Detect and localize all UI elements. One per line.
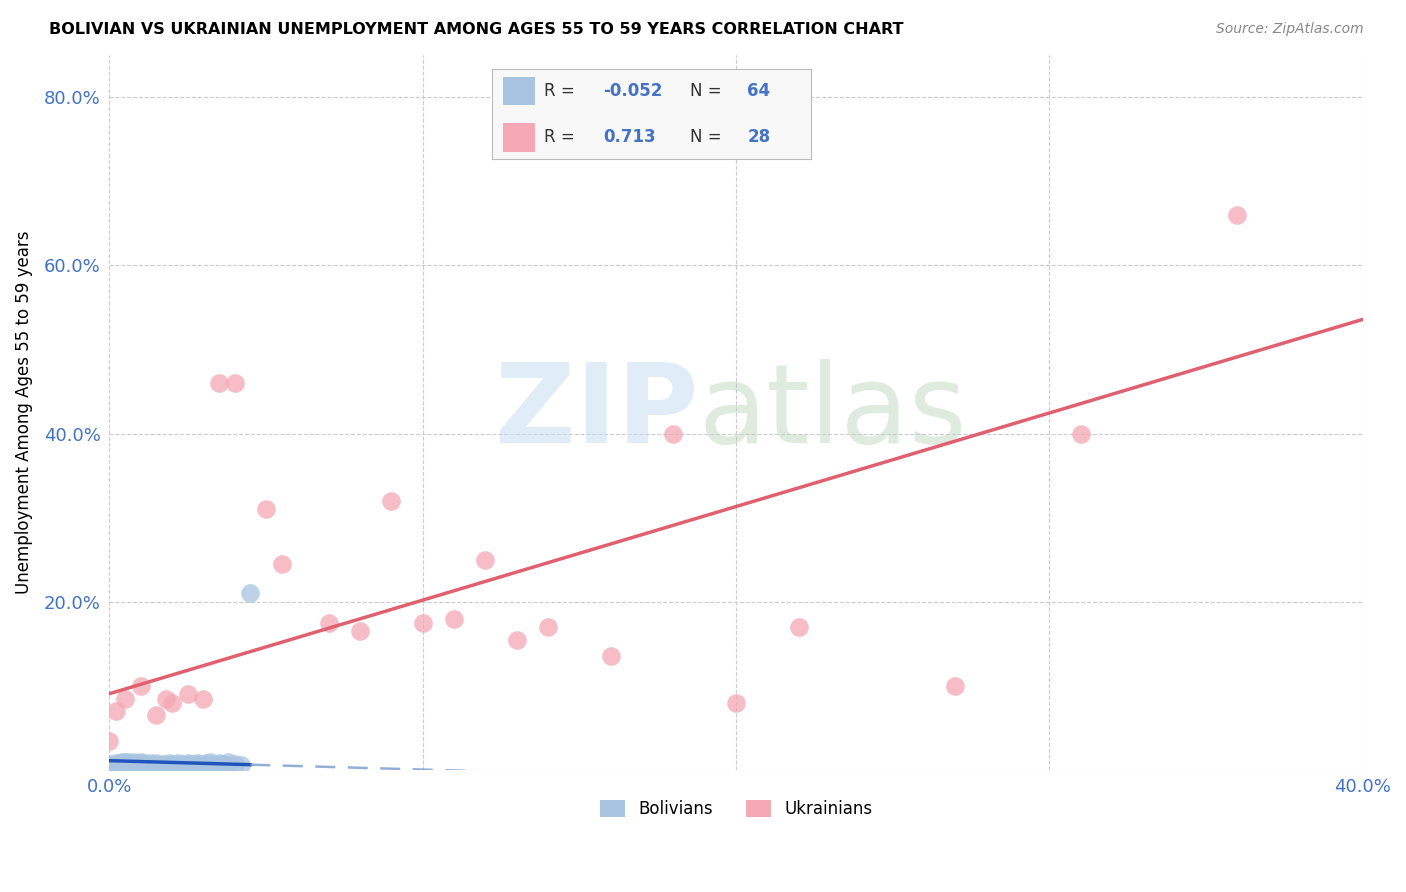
Point bbox=[98, 760, 121, 774]
Point bbox=[129, 757, 152, 772]
Text: BOLIVIAN VS UKRAINIAN UNEMPLOYMENT AMONG AGES 55 TO 59 YEARS CORRELATION CHART: BOLIVIAN VS UKRAINIAN UNEMPLOYMENT AMONG… bbox=[49, 22, 904, 37]
Point bbox=[224, 757, 246, 772]
Point bbox=[129, 759, 152, 773]
Point bbox=[145, 756, 167, 771]
Point bbox=[1070, 426, 1092, 441]
Point bbox=[198, 756, 221, 770]
Point bbox=[114, 691, 136, 706]
Point bbox=[193, 691, 215, 706]
Point bbox=[124, 759, 146, 773]
Point bbox=[1226, 208, 1249, 222]
Point bbox=[943, 679, 966, 693]
Point bbox=[474, 553, 496, 567]
Point bbox=[160, 759, 183, 773]
Point bbox=[155, 758, 177, 772]
Point bbox=[129, 679, 152, 693]
Point bbox=[188, 757, 211, 772]
Point bbox=[139, 756, 162, 771]
Point bbox=[205, 758, 228, 772]
Point bbox=[537, 620, 560, 634]
Point bbox=[104, 759, 127, 773]
Point bbox=[599, 649, 621, 664]
Point bbox=[208, 756, 231, 771]
Point bbox=[160, 696, 183, 710]
Point bbox=[165, 758, 187, 772]
Point bbox=[254, 502, 277, 516]
Point bbox=[170, 757, 193, 772]
Point bbox=[195, 756, 218, 771]
Point bbox=[117, 757, 139, 772]
Point bbox=[104, 704, 127, 718]
Point bbox=[155, 691, 177, 706]
Point bbox=[117, 755, 139, 769]
Point bbox=[114, 760, 136, 774]
Point bbox=[270, 557, 292, 571]
Legend: Bolivians, Ukrainians: Bolivians, Ukrainians bbox=[592, 791, 880, 826]
Point bbox=[129, 755, 152, 769]
Text: atlas: atlas bbox=[699, 359, 967, 466]
Point bbox=[117, 759, 139, 773]
Point bbox=[662, 426, 685, 441]
Point bbox=[111, 758, 134, 772]
Point bbox=[229, 758, 252, 772]
Text: Source: ZipAtlas.com: Source: ZipAtlas.com bbox=[1216, 22, 1364, 37]
Point bbox=[208, 376, 231, 391]
Point bbox=[318, 615, 340, 630]
Point bbox=[101, 759, 124, 773]
Point bbox=[217, 756, 239, 770]
Point bbox=[107, 759, 129, 773]
Text: ZIP: ZIP bbox=[495, 359, 699, 466]
Point bbox=[167, 756, 190, 771]
Point bbox=[120, 756, 142, 771]
Point bbox=[176, 687, 198, 701]
Point bbox=[193, 758, 215, 772]
Point bbox=[124, 756, 146, 770]
Point bbox=[239, 586, 262, 600]
Point bbox=[120, 759, 142, 773]
Point bbox=[148, 758, 170, 772]
Point bbox=[380, 494, 402, 508]
Point bbox=[214, 758, 236, 772]
Point bbox=[111, 756, 134, 770]
Point bbox=[505, 632, 527, 647]
Point bbox=[787, 620, 810, 634]
Point bbox=[412, 615, 434, 630]
Point bbox=[145, 759, 167, 773]
Point bbox=[142, 758, 165, 772]
Y-axis label: Unemployment Among Ages 55 to 59 years: Unemployment Among Ages 55 to 59 years bbox=[15, 231, 32, 594]
Point bbox=[724, 696, 747, 710]
Point bbox=[127, 759, 149, 773]
Point bbox=[152, 757, 174, 772]
Point bbox=[135, 758, 157, 772]
Point bbox=[98, 733, 121, 747]
Point bbox=[132, 756, 155, 771]
Point bbox=[173, 758, 195, 772]
Point bbox=[114, 758, 136, 772]
Point bbox=[211, 757, 233, 772]
Point bbox=[139, 759, 162, 773]
Point bbox=[104, 756, 127, 771]
Point bbox=[132, 759, 155, 773]
Point bbox=[127, 756, 149, 771]
Point bbox=[176, 756, 198, 771]
Point bbox=[107, 761, 129, 775]
Point bbox=[101, 762, 124, 776]
Point bbox=[349, 624, 371, 639]
Point bbox=[98, 763, 121, 777]
Point bbox=[145, 708, 167, 723]
Point bbox=[98, 757, 121, 772]
Point bbox=[224, 376, 246, 391]
Point bbox=[160, 757, 183, 772]
Point bbox=[111, 760, 134, 774]
Point bbox=[201, 757, 224, 772]
Point bbox=[157, 756, 180, 771]
Point bbox=[186, 756, 208, 771]
Point bbox=[104, 761, 127, 775]
Point bbox=[114, 756, 136, 770]
Point bbox=[180, 757, 202, 772]
Point bbox=[443, 612, 465, 626]
Point bbox=[107, 756, 129, 771]
Point bbox=[183, 759, 205, 773]
